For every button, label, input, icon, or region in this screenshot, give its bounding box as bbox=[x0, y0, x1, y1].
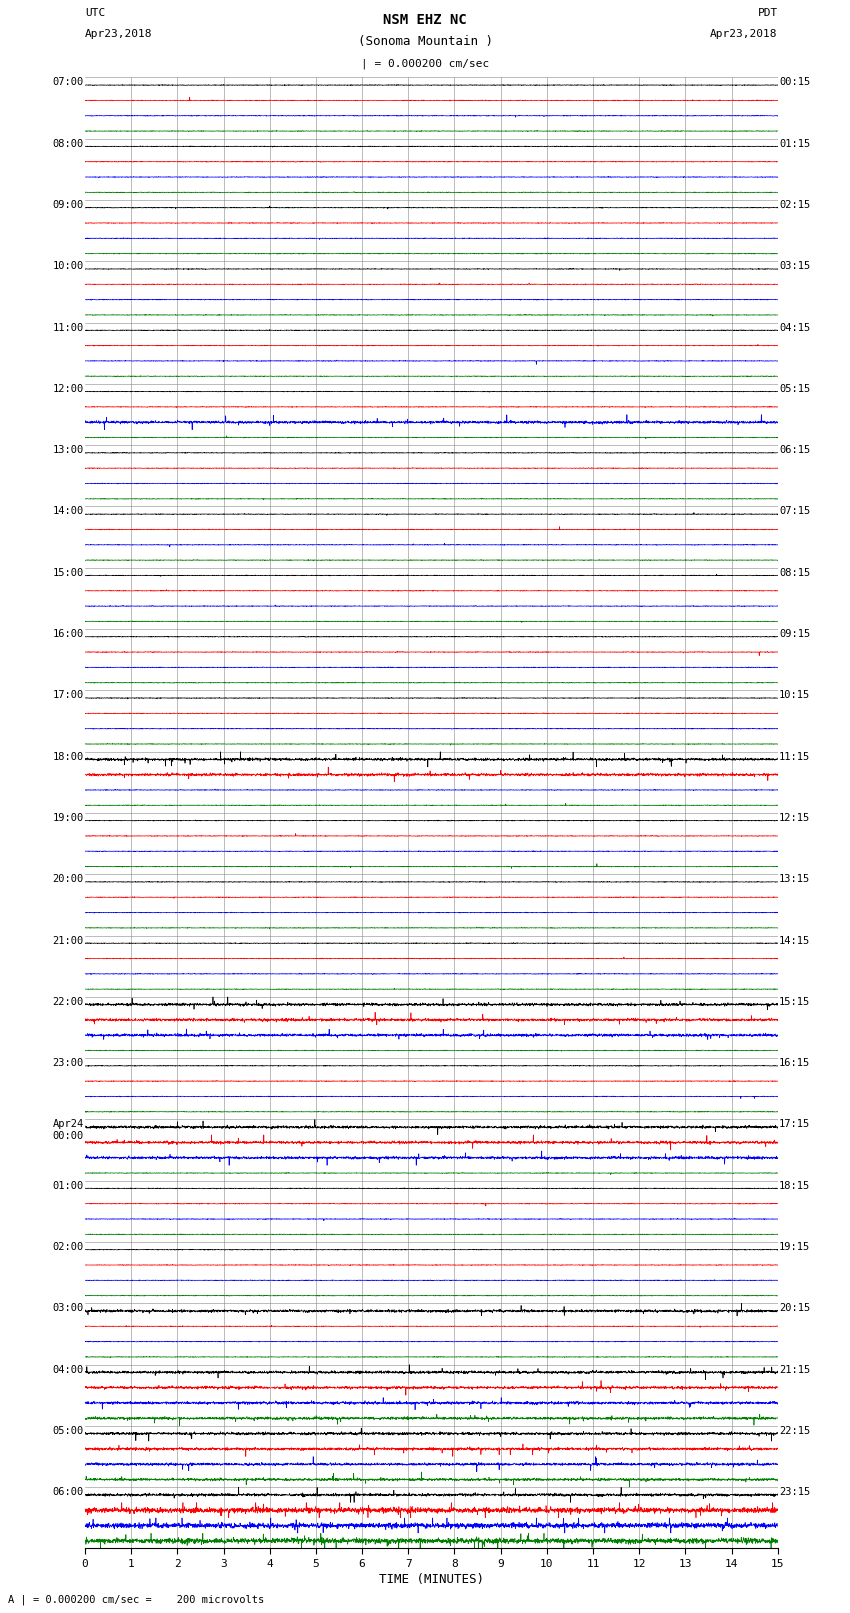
Text: 14:15: 14:15 bbox=[779, 936, 810, 945]
Text: 11:00: 11:00 bbox=[53, 323, 83, 332]
Text: 20:00: 20:00 bbox=[53, 874, 83, 884]
Text: A | = 0.000200 cm/sec =    200 microvolts: A | = 0.000200 cm/sec = 200 microvolts bbox=[8, 1594, 264, 1605]
Text: 18:15: 18:15 bbox=[779, 1181, 810, 1190]
Text: 09:15: 09:15 bbox=[779, 629, 810, 639]
Text: (Sonoma Mountain ): (Sonoma Mountain ) bbox=[358, 35, 492, 48]
Text: 15:15: 15:15 bbox=[779, 997, 810, 1007]
Text: 23:15: 23:15 bbox=[779, 1487, 810, 1497]
Text: 13:15: 13:15 bbox=[779, 874, 810, 884]
Text: 10:00: 10:00 bbox=[53, 261, 83, 271]
Text: 12:15: 12:15 bbox=[779, 813, 810, 823]
Text: | = 0.000200 cm/sec: | = 0.000200 cm/sec bbox=[361, 58, 489, 69]
Text: 23:00: 23:00 bbox=[53, 1058, 83, 1068]
Text: 21:15: 21:15 bbox=[779, 1365, 810, 1374]
Text: 05:00: 05:00 bbox=[53, 1426, 83, 1436]
Text: 13:00: 13:00 bbox=[53, 445, 83, 455]
Text: 08:00: 08:00 bbox=[53, 139, 83, 148]
Text: 02:00: 02:00 bbox=[53, 1242, 83, 1252]
Text: 16:00: 16:00 bbox=[53, 629, 83, 639]
Text: Apr24
00:00: Apr24 00:00 bbox=[53, 1119, 83, 1140]
Text: 07:00: 07:00 bbox=[53, 77, 83, 87]
Text: 06:00: 06:00 bbox=[53, 1487, 83, 1497]
Text: 19:00: 19:00 bbox=[53, 813, 83, 823]
Text: 12:00: 12:00 bbox=[53, 384, 83, 394]
Text: 09:00: 09:00 bbox=[53, 200, 83, 210]
Text: 02:15: 02:15 bbox=[779, 200, 810, 210]
X-axis label: TIME (MINUTES): TIME (MINUTES) bbox=[379, 1573, 484, 1586]
Text: 17:15: 17:15 bbox=[779, 1119, 810, 1129]
Text: 06:15: 06:15 bbox=[779, 445, 810, 455]
Text: UTC: UTC bbox=[85, 8, 105, 18]
Text: 15:00: 15:00 bbox=[53, 568, 83, 577]
Text: 08:15: 08:15 bbox=[779, 568, 810, 577]
Text: 21:00: 21:00 bbox=[53, 936, 83, 945]
Text: 19:15: 19:15 bbox=[779, 1242, 810, 1252]
Text: Apr23,2018: Apr23,2018 bbox=[711, 29, 778, 39]
Text: 04:00: 04:00 bbox=[53, 1365, 83, 1374]
Text: 04:15: 04:15 bbox=[779, 323, 810, 332]
Text: Apr23,2018: Apr23,2018 bbox=[85, 29, 152, 39]
Text: 22:00: 22:00 bbox=[53, 997, 83, 1007]
Text: 18:00: 18:00 bbox=[53, 752, 83, 761]
Text: 22:15: 22:15 bbox=[779, 1426, 810, 1436]
Text: 01:00: 01:00 bbox=[53, 1181, 83, 1190]
Text: PDT: PDT bbox=[757, 8, 778, 18]
Text: 00:15: 00:15 bbox=[779, 77, 810, 87]
Text: 01:15: 01:15 bbox=[779, 139, 810, 148]
Text: 16:15: 16:15 bbox=[779, 1058, 810, 1068]
Text: 03:00: 03:00 bbox=[53, 1303, 83, 1313]
Text: 11:15: 11:15 bbox=[779, 752, 810, 761]
Text: 10:15: 10:15 bbox=[779, 690, 810, 700]
Text: 03:15: 03:15 bbox=[779, 261, 810, 271]
Text: 05:15: 05:15 bbox=[779, 384, 810, 394]
Text: NSM EHZ NC: NSM EHZ NC bbox=[383, 13, 467, 27]
Text: 17:00: 17:00 bbox=[53, 690, 83, 700]
Text: 20:15: 20:15 bbox=[779, 1303, 810, 1313]
Text: 14:00: 14:00 bbox=[53, 506, 83, 516]
Text: 07:15: 07:15 bbox=[779, 506, 810, 516]
